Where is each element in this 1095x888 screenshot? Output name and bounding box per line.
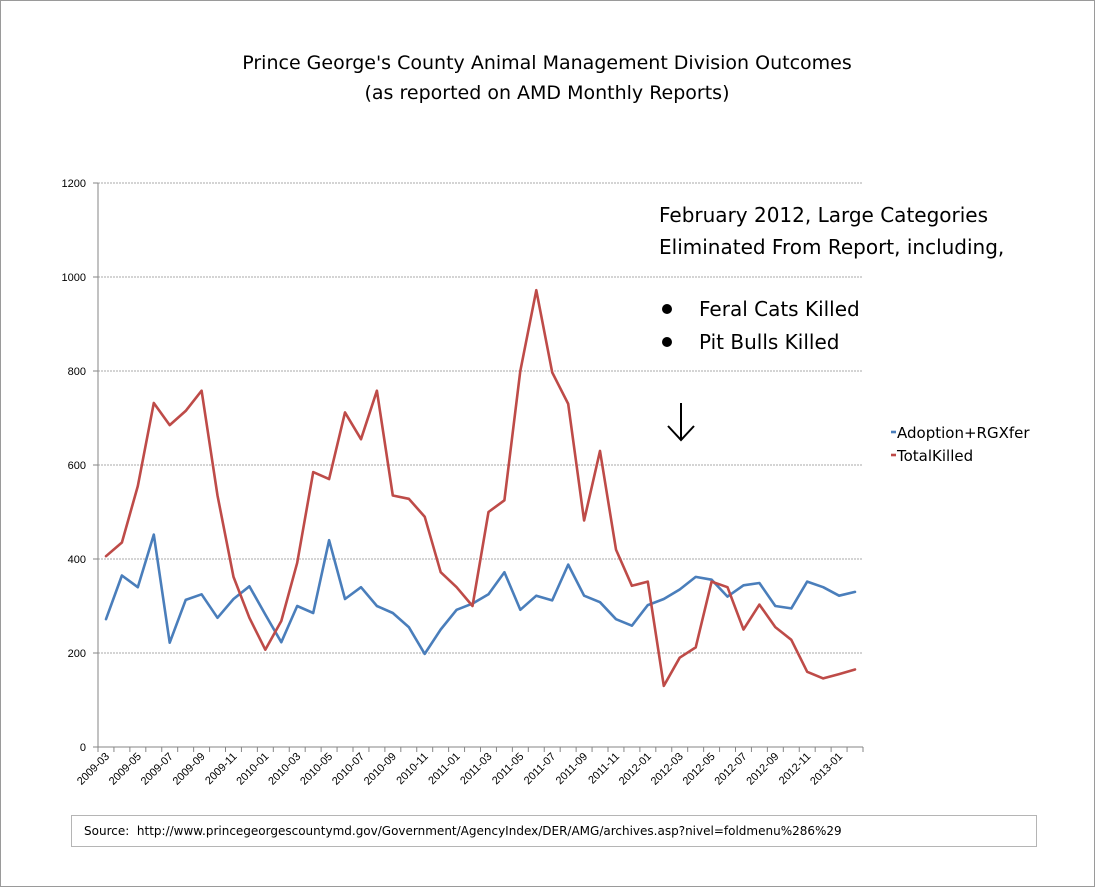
series-layer [104, 288, 857, 688]
x-tick-label: 2012-07 [713, 751, 750, 788]
x-tick-label: 2012-03 [649, 751, 686, 788]
y-tick-label: 200 [68, 648, 86, 660]
source-text: Source: http://www.princegeorgescountymd… [84, 824, 842, 838]
annotation-bullet-1: Feral Cats Killed [699, 297, 860, 321]
legend-label-0: Adoption+RGXfer [897, 424, 1030, 442]
x-tick-label: 2010-03 [266, 751, 303, 788]
x-tick-label: 2009-11 [203, 751, 239, 787]
x-tick-label: 2010-09 [362, 751, 399, 788]
chart-title: Prince George's County Animal Management… [242, 52, 851, 74]
source-box: Source: http://www.princegeorgescountymd… [71, 815, 1037, 847]
y-tick-label: 600 [68, 460, 86, 472]
x-tick-label: 2009-05 [107, 751, 144, 788]
x-axis-ticks: 2009-032009-052009-072009-092009-112010-… [75, 751, 845, 788]
x-tick-label: 2012-09 [744, 751, 781, 788]
y-axis-ticks: 0 200 400 600 800 1000 1200 [62, 178, 86, 754]
bullet-dot-1 [662, 304, 672, 314]
source-label: Source: [84, 824, 130, 838]
y-tick-label: 1000 [62, 272, 86, 284]
x-tick-label: 2010-01 [234, 751, 271, 788]
annotation-line-2: Eliminated From Report, including, [659, 235, 1004, 259]
axes [93, 182, 864, 752]
x-tick-label: 2009-03 [75, 751, 112, 788]
x-tick-label: 2011-01 [426, 751, 462, 787]
x-tick-label: 2011-07 [522, 751, 558, 787]
x-tick-label: 2010-07 [330, 751, 367, 788]
annotation-bullet-2: Pit Bulls Killed [699, 330, 839, 354]
legend-label-1: TotalKilled [896, 447, 973, 465]
x-tick-label: 2012-01 [617, 751, 654, 788]
y-tick-label: 400 [68, 554, 86, 566]
y-tick-label: 1200 [62, 178, 86, 190]
annotation-line-1: February 2012, Large Categories [659, 203, 988, 227]
legend: Adoption+RGXfer TotalKilled [891, 424, 1030, 465]
bullet-dot-2 [662, 337, 672, 347]
y-tick-label: 800 [68, 366, 86, 378]
x-tick-label: 2011-03 [458, 751, 494, 787]
chart-subtitle: (as reported on AMD Monthly Reports) [365, 82, 730, 104]
grid-lines [98, 182, 863, 654]
series-line-1 [104, 288, 857, 688]
x-tick-label: 2010-05 [298, 751, 335, 788]
down-arrow-icon [667, 403, 695, 442]
x-tick-label: 2012-05 [681, 751, 718, 788]
x-tick-label: 2010-11 [394, 751, 430, 787]
annotation: February 2012, Large Categories Eliminat… [659, 203, 1004, 442]
x-tick-label: 2009-07 [139, 751, 176, 788]
x-tick-label: 2012-11 [777, 751, 813, 787]
x-tick-label: 2011-09 [554, 751, 590, 787]
x-tick-label: 2011-05 [490, 751, 526, 787]
x-tick-label: 2009-09 [171, 751, 208, 788]
source-url: http://www.princegeorgescountymd.gov/Gov… [136, 824, 842, 838]
y-tick-label: 0 [80, 742, 86, 754]
x-tick-label: 2013-01 [808, 751, 845, 788]
x-tick-label: 2011-11 [586, 751, 622, 787]
